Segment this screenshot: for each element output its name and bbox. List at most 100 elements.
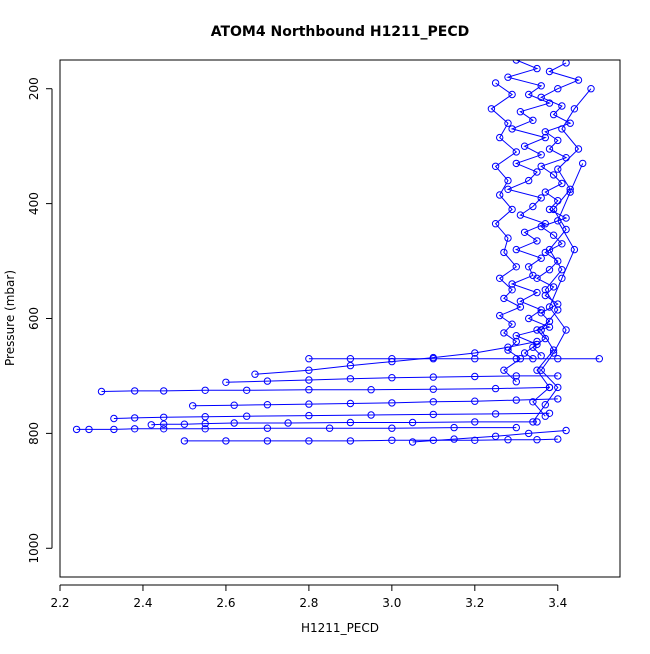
data-point xyxy=(508,205,516,214)
data-point xyxy=(305,411,313,420)
data-point xyxy=(554,136,562,145)
data-point xyxy=(305,386,313,394)
y-axis-label: Pressure (mbar) xyxy=(3,270,17,366)
data-point xyxy=(545,99,554,107)
data-point xyxy=(222,437,230,445)
data-point xyxy=(201,386,209,394)
data-point xyxy=(570,245,579,254)
data-point xyxy=(346,355,355,363)
data-point xyxy=(508,90,516,99)
data-point xyxy=(305,355,313,363)
x-tick-label: 2.8 xyxy=(299,596,318,610)
data-point xyxy=(325,424,334,432)
data-point xyxy=(429,398,437,406)
data-point xyxy=(500,329,508,337)
data-point xyxy=(537,162,545,171)
x-tick-label: 3.4 xyxy=(548,596,567,610)
series-line xyxy=(254,341,538,375)
data-point xyxy=(496,133,504,142)
data-point xyxy=(516,108,525,116)
data-point xyxy=(529,202,537,211)
data-point xyxy=(471,349,479,357)
data-point xyxy=(263,401,272,409)
data-point xyxy=(533,237,541,245)
data-point xyxy=(491,384,500,393)
data-point xyxy=(305,366,313,374)
data-point xyxy=(160,425,168,433)
data-point xyxy=(131,414,139,422)
data-point xyxy=(537,194,545,202)
data-point xyxy=(388,399,396,407)
series-line xyxy=(506,60,552,360)
data-point xyxy=(508,286,516,294)
data-point xyxy=(263,377,272,385)
data-point xyxy=(429,410,437,419)
data-point xyxy=(562,60,570,67)
data-point xyxy=(545,67,554,76)
data-point xyxy=(160,387,168,395)
data-point xyxy=(541,401,549,409)
chart-title: ATOM4 Northbound H1211_PECD xyxy=(211,24,470,40)
data-point xyxy=(189,402,197,410)
data-point xyxy=(525,176,533,185)
data-point xyxy=(541,133,549,142)
data-point xyxy=(284,419,292,427)
data-point xyxy=(549,205,558,214)
series-line xyxy=(76,427,517,430)
data-point xyxy=(525,429,533,438)
data-point xyxy=(305,400,313,408)
data-point xyxy=(554,85,562,93)
data-point xyxy=(554,217,562,225)
data-point xyxy=(147,421,156,429)
data-point xyxy=(97,387,106,396)
data-point xyxy=(201,413,209,421)
data-point xyxy=(545,383,554,392)
data-point xyxy=(471,355,479,363)
data-point xyxy=(504,436,512,444)
data-point xyxy=(533,168,541,176)
data-point xyxy=(545,205,554,214)
data-point xyxy=(110,425,118,434)
data-point xyxy=(554,372,562,380)
data-point xyxy=(537,326,545,334)
y-axis: 200 400 600 800 1000 xyxy=(27,77,53,564)
data-point xyxy=(533,366,541,374)
series-line xyxy=(412,430,567,443)
data-point xyxy=(450,423,458,432)
data-point xyxy=(346,418,355,427)
data-point xyxy=(537,93,545,102)
x-axis: 2.2 2.4 2.6 2.8 3.0 3.2 3.4 xyxy=(50,584,567,610)
data-point xyxy=(491,79,500,87)
data-point xyxy=(512,332,520,340)
data-point xyxy=(508,280,516,288)
series-line xyxy=(225,375,558,383)
data-point xyxy=(346,375,355,383)
data-point xyxy=(566,188,574,196)
data-point xyxy=(508,125,516,133)
series-line xyxy=(151,421,537,426)
x-tick-label: 3.2 xyxy=(465,596,484,610)
data-point xyxy=(491,220,500,228)
data-point xyxy=(201,419,209,428)
data-point xyxy=(500,248,508,257)
data-point xyxy=(549,231,558,239)
series-line xyxy=(184,438,558,442)
x-tick-label: 2.6 xyxy=(216,596,235,610)
data-point xyxy=(537,366,545,374)
data-point xyxy=(500,294,508,303)
data-point xyxy=(408,418,417,427)
data-point xyxy=(541,334,549,343)
data-point xyxy=(487,105,496,113)
series-group xyxy=(72,60,603,446)
series-line xyxy=(101,386,550,392)
data-point xyxy=(180,420,189,428)
data-point xyxy=(558,274,566,282)
data-point xyxy=(558,102,566,110)
data-point xyxy=(516,303,525,311)
data-point xyxy=(558,125,566,133)
data-point xyxy=(529,116,537,125)
data-point xyxy=(450,435,458,443)
data-point xyxy=(243,386,251,394)
data-point xyxy=(230,419,238,427)
